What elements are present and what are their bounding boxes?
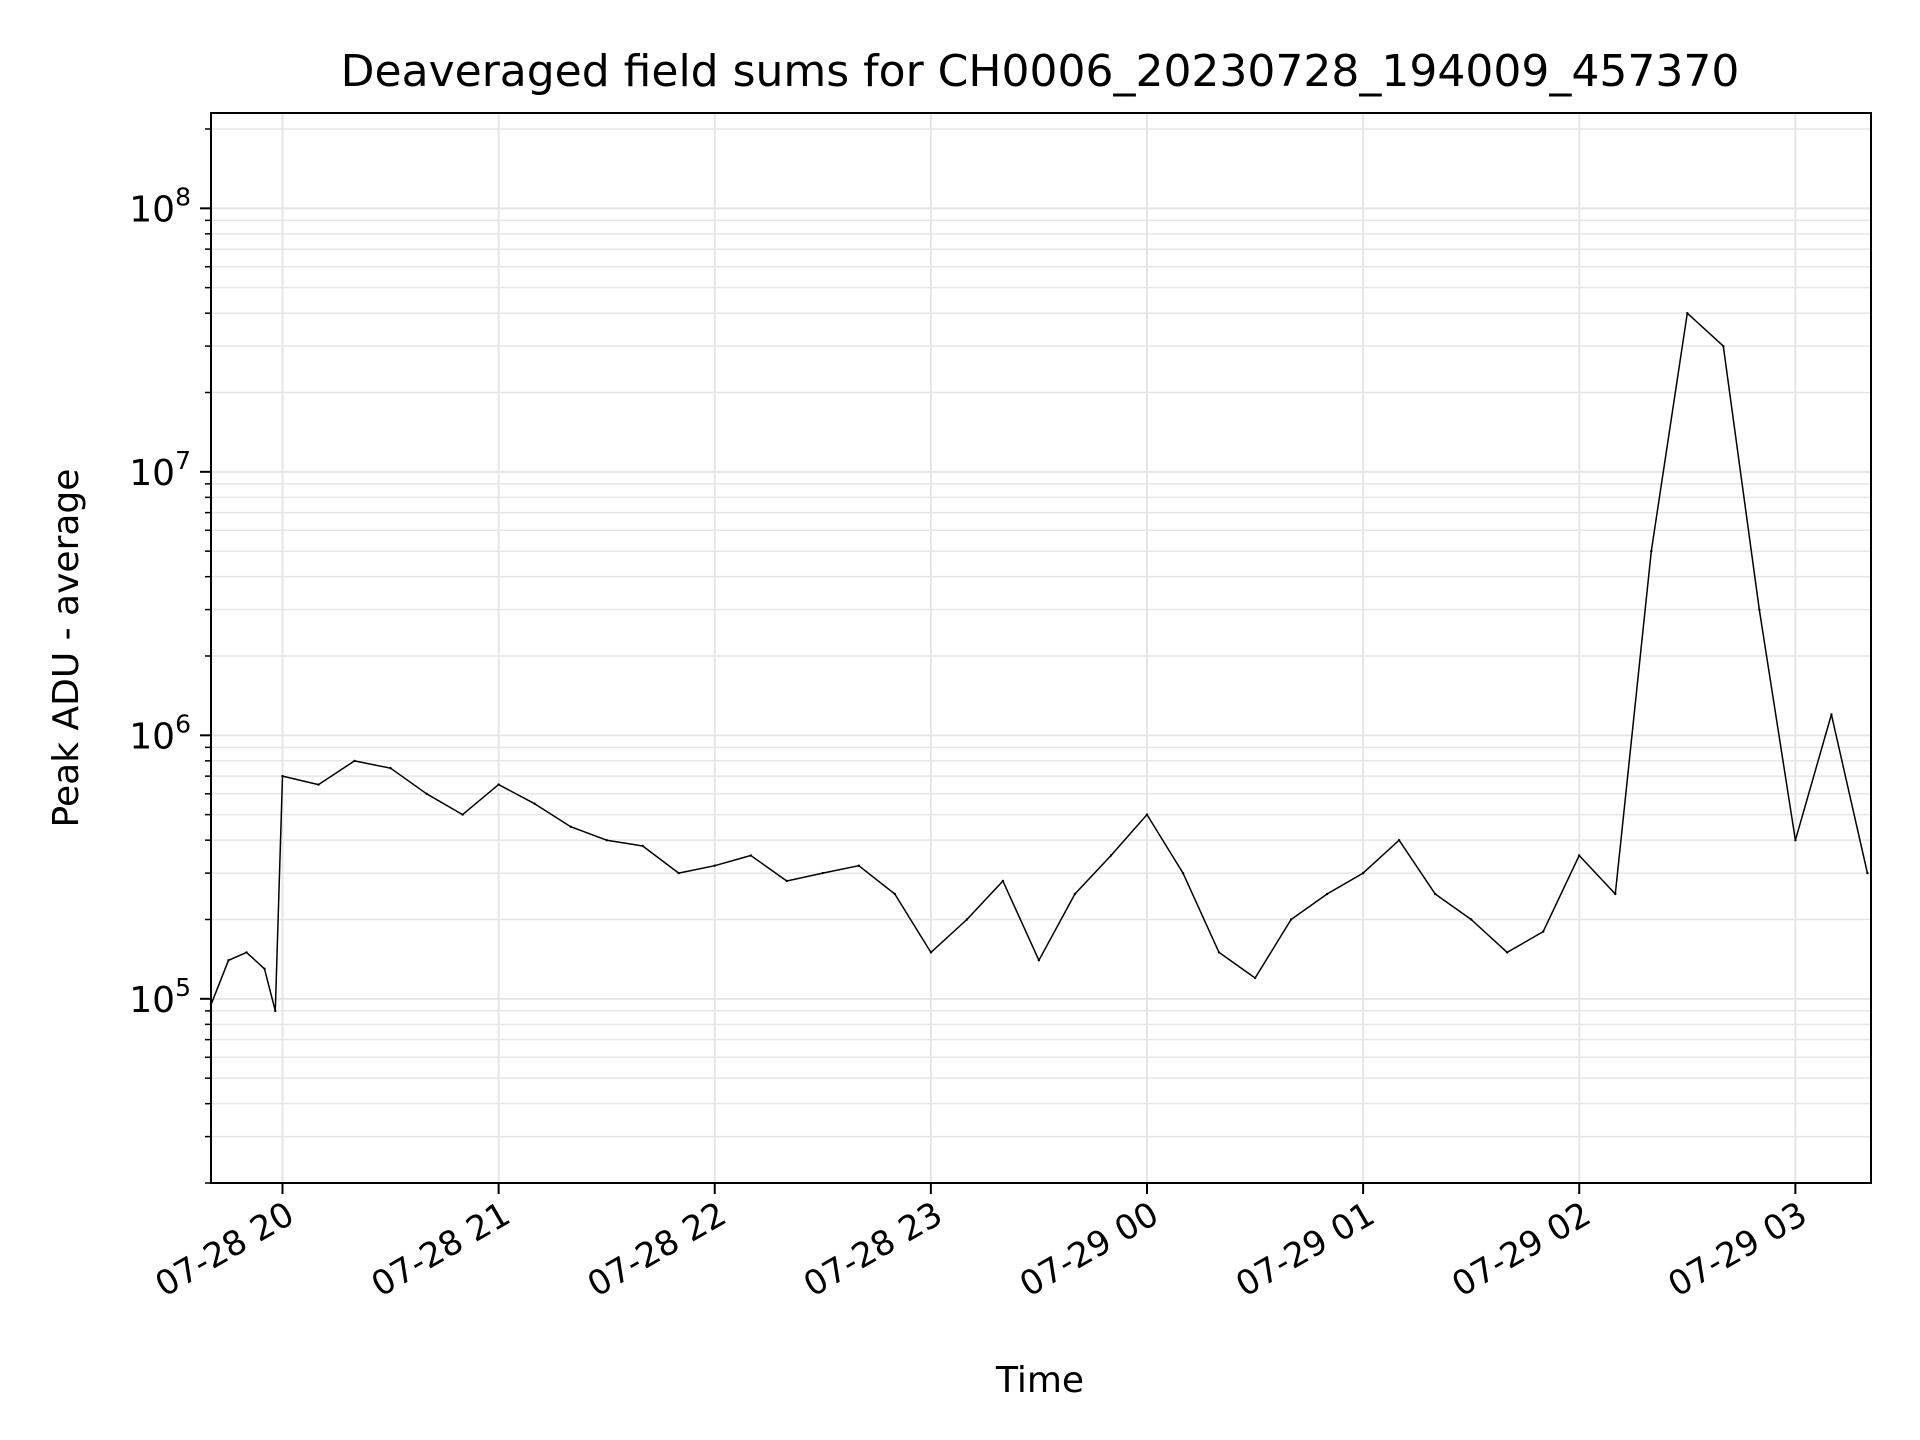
data-point — [1073, 892, 1077, 896]
data-point — [1289, 918, 1293, 921]
data-point — [749, 854, 752, 857]
data-point — [1758, 608, 1761, 611]
x-axis-label: Time — [995, 1360, 1084, 1401]
data-point — [1650, 549, 1653, 553]
data-point — [353, 759, 356, 763]
data-point — [1181, 871, 1185, 875]
y-tick-label: 106 — [129, 709, 191, 757]
data-point — [1253, 976, 1257, 980]
data-point — [641, 844, 644, 848]
data-point — [533, 802, 536, 805]
data-point — [1109, 854, 1113, 857]
data-point — [569, 825, 572, 828]
y-tick-label: 105 — [129, 973, 191, 1021]
data-point — [274, 1009, 277, 1013]
data-point — [1217, 951, 1221, 954]
series-group — [209, 312, 1869, 1013]
data-point — [1830, 713, 1833, 716]
data-point — [1325, 892, 1329, 896]
data-point — [263, 967, 266, 970]
data-point — [1614, 892, 1617, 896]
data-point — [461, 813, 464, 816]
series-line — [210, 312, 1869, 1012]
data-point — [497, 783, 500, 786]
y-axis-ticks: 105 106 107 108 — [129, 128, 211, 1184]
data-point — [605, 839, 608, 842]
data-point — [1542, 930, 1545, 933]
data-point — [1470, 918, 1473, 921]
data-point — [1397, 839, 1401, 842]
data-point — [785, 879, 788, 883]
data-point — [1794, 839, 1797, 842]
data-point — [1434, 892, 1437, 896]
data-point — [1578, 854, 1581, 857]
data-point — [821, 871, 824, 875]
data-point — [425, 792, 428, 795]
y-axis-label: Peak ADU - average — [46, 469, 87, 828]
data-point — [281, 774, 284, 778]
data-point — [857, 864, 860, 867]
y-tick-label: 107 — [129, 446, 191, 494]
data-point — [389, 767, 392, 770]
data-point — [227, 959, 230, 962]
data-point — [929, 951, 933, 954]
data-point — [1686, 312, 1689, 315]
data-point — [1145, 813, 1149, 816]
plot-frame — [210, 112, 1872, 1184]
data-point — [677, 871, 680, 875]
data-point — [1037, 959, 1041, 962]
data-point — [1001, 879, 1005, 883]
data-point — [1866, 871, 1869, 875]
data-point — [965, 918, 969, 921]
data-point — [893, 892, 896, 896]
data-point — [713, 864, 716, 867]
data-point — [1506, 951, 1509, 954]
data-point — [317, 783, 320, 786]
chart-title: Deaveraged field sums for CH0006_2023072… — [341, 46, 1740, 97]
y-tick-label: 108 — [129, 182, 191, 230]
data-point — [1361, 871, 1365, 875]
data-point — [1722, 344, 1725, 348]
data-point — [245, 951, 248, 954]
